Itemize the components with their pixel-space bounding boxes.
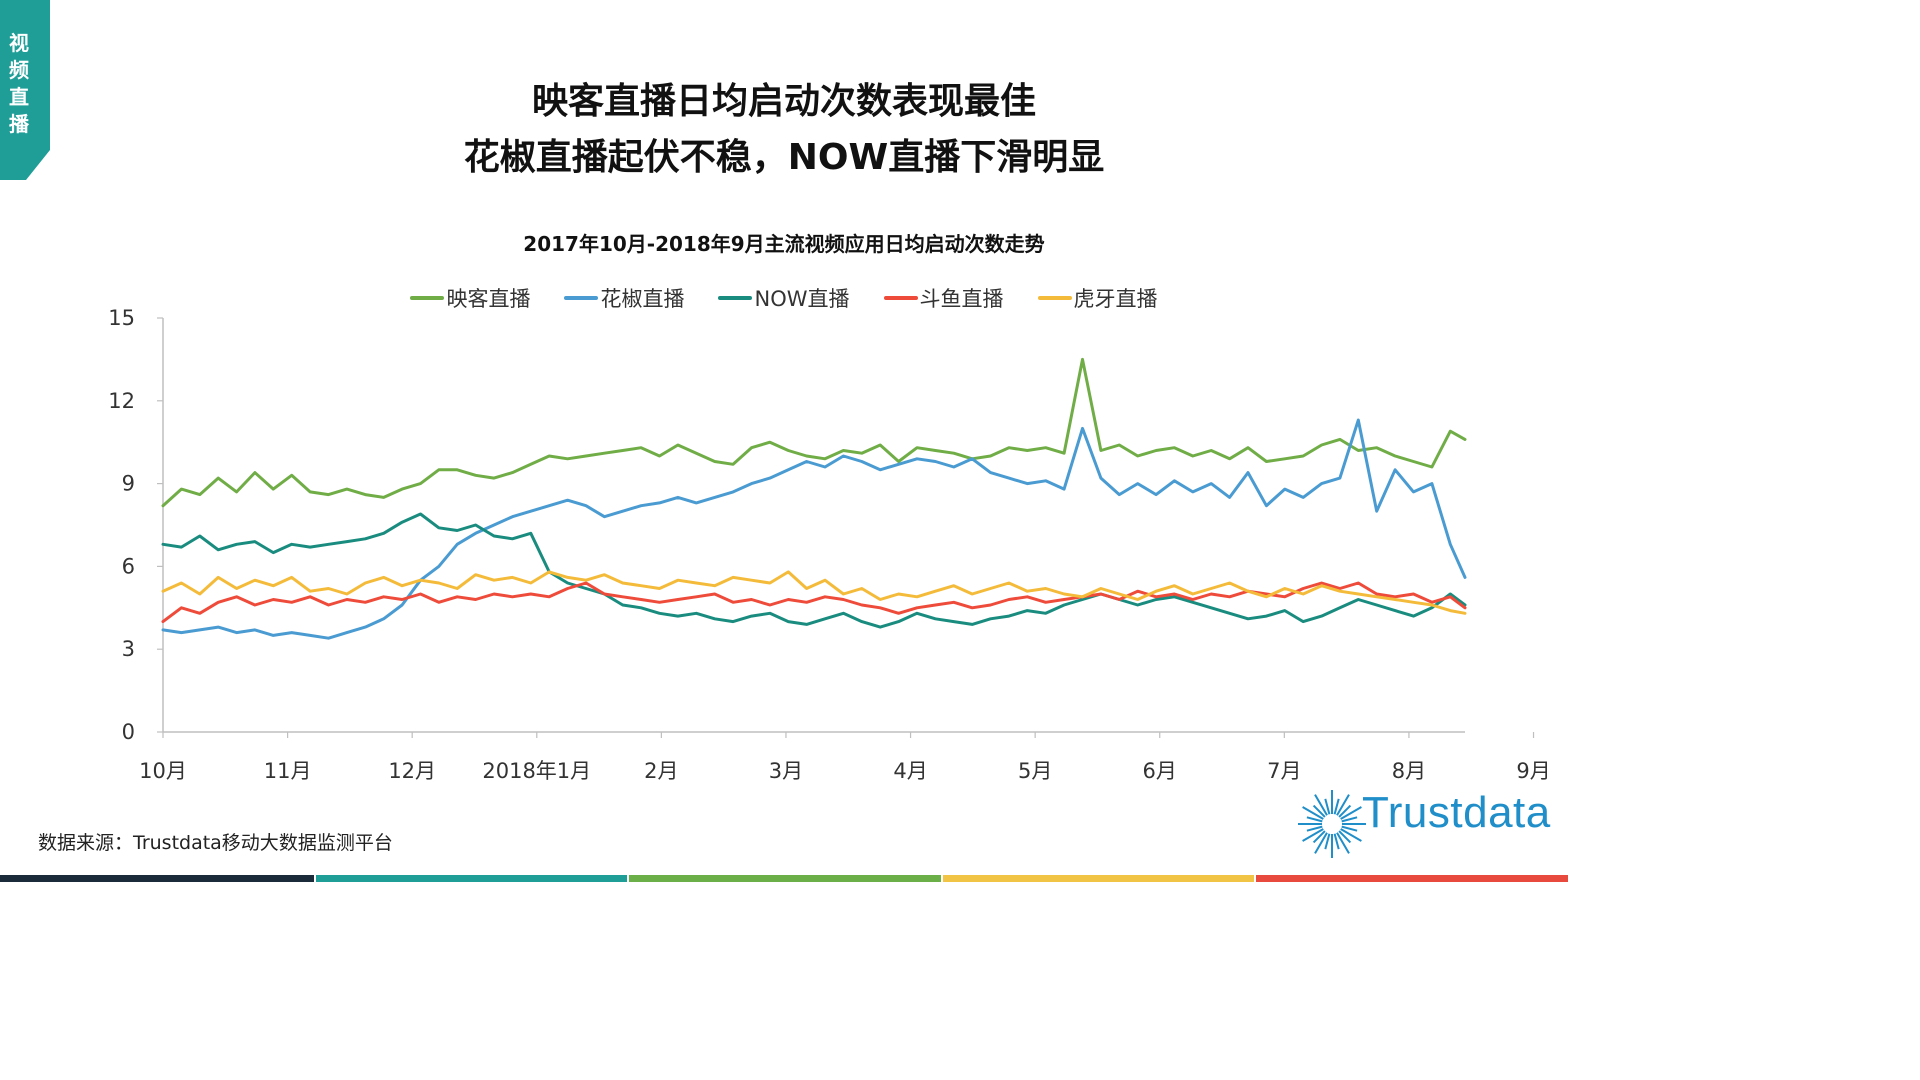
starburst-icon — [1298, 790, 1366, 858]
starburst-ray — [1306, 816, 1323, 823]
section-tab: 视频直播 — [0, 0, 50, 180]
x-tick-label: 8月 — [1392, 759, 1426, 783]
section-tab-label: 视频直播 — [9, 31, 29, 136]
legend-item-4: 虎牙直播 — [1037, 283, 1158, 313]
series-line-0 — [161, 357, 1467, 508]
legend-item-0: 映客直播 — [410, 283, 530, 313]
legend-label: 斗鱼直播 — [919, 287, 1004, 311]
y-tick-label: 3 — [122, 637, 135, 661]
starburst-ray — [1314, 832, 1328, 854]
x-tick-label: 5月 — [1018, 759, 1052, 783]
legend-swatch — [718, 296, 753, 300]
starburst-ray — [1338, 804, 1352, 818]
footer-bar-segment — [315, 875, 628, 882]
starburst-ray — [1306, 825, 1323, 832]
y-tick-label: 15 — [108, 306, 135, 330]
footer-bar-segment — [942, 875, 1255, 882]
starburst-ray — [1324, 833, 1331, 850]
legend-swatch — [564, 296, 599, 300]
y-tick-label: 12 — [108, 389, 135, 413]
x-tick-label: 7月 — [1267, 759, 1301, 783]
footer-bar-segment — [629, 875, 941, 882]
headline-line-1: 映客直播日均启动次数表现最佳 — [531, 81, 1036, 122]
starburst-ray — [1336, 832, 1350, 854]
legend-item-3: 斗鱼直播 — [883, 283, 1004, 313]
legend-label: 虎牙直播 — [1073, 287, 1158, 311]
starburst-ray — [1312, 804, 1326, 818]
legend-swatch — [1037, 296, 1072, 300]
starburst-ray — [1302, 828, 1324, 842]
x-tick-label: 12月 — [388, 759, 436, 783]
starburst-ray — [1341, 816, 1358, 823]
headline-line-2: 花椒直播起伏不稳，NOW直播下滑明显 — [463, 137, 1105, 178]
legend-swatch — [410, 296, 445, 300]
starburst-ray — [1312, 830, 1326, 844]
starburst-ray — [1341, 825, 1358, 832]
starburst-ray — [1336, 794, 1350, 816]
trustdata-logo: Trustdata — [1296, 778, 1556, 862]
x-tick-label: 9月 — [1516, 759, 1550, 783]
legend-label: 映客直播 — [446, 287, 531, 311]
x-tick-label: 11月 — [264, 759, 312, 783]
legend-label: NOW直播 — [754, 287, 850, 311]
x-tick-label: 3月 — [769, 759, 803, 783]
starburst-ray — [1314, 794, 1328, 816]
starburst-ray — [1340, 806, 1362, 820]
line-chart: 0 3 6 9 12 15 10月 11月 12月 2018年1月 2月 3月 4月 5月 6月 7月 8月 9月 — [108, 306, 1550, 783]
x-tick-label: 6月 — [1143, 759, 1177, 783]
legend-label: 花椒直播 — [600, 287, 685, 311]
footer-bar-segment — [1256, 875, 1568, 882]
x-tick-label: 4月 — [893, 759, 927, 783]
starburst-ray — [1324, 798, 1331, 815]
x-tick-label: 2018年1月 — [482, 759, 591, 783]
starburst-ray — [1338, 830, 1352, 844]
series-line-2 — [161, 512, 1467, 629]
series-line-1 — [161, 418, 1467, 640]
series-line-4 — [161, 570, 1467, 615]
footer-bar-segment — [0, 875, 314, 882]
starburst-ray — [1333, 798, 1340, 815]
legend-swatch — [883, 296, 918, 300]
starburst-ray — [1302, 806, 1324, 820]
x-tick-label: 10月 — [139, 759, 187, 783]
starburst-ray — [1333, 833, 1340, 850]
x-tick-label: 2月 — [644, 759, 678, 783]
starburst-ray — [1340, 828, 1362, 842]
y-tick-label: 9 — [122, 472, 135, 496]
y-tick-label: 0 — [122, 720, 135, 744]
y-tick-label: 6 — [122, 554, 135, 578]
chart-legend: 映客直播 花椒直播 NOW直播 斗鱼直播 虎牙直播 — [0, 283, 1568, 313]
legend-item-1: 花椒直播 — [564, 283, 684, 313]
source-note: 数据来源：Trustdata移动大数据监测平台 — [38, 832, 393, 854]
chart-title: 2017年10月-2018年9月主流视频应用日均启动次数走势 — [523, 232, 1045, 256]
legend-item-2: NOW直播 — [718, 283, 850, 313]
logo-text: Trustdata — [1362, 788, 1551, 837]
